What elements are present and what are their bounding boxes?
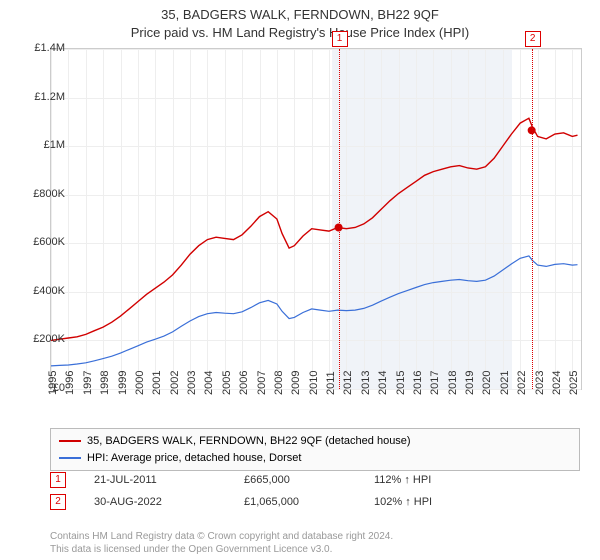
sale-price-1: £665,000 [244, 474, 374, 486]
chart-container: 35, BADGERS WALK, FERNDOWN, BH22 9QF Pri… [0, 0, 600, 560]
legend-label-1: 35, BADGERS WALK, FERNDOWN, BH22 9QF (de… [87, 433, 411, 450]
chart-svg [51, 49, 581, 389]
series-hpi-line [51, 256, 578, 366]
legend-row-1: 35, BADGERS WALK, FERNDOWN, BH22 9QF (de… [59, 433, 571, 450]
title-subtitle: Price paid vs. HM Land Registry's House … [0, 24, 600, 42]
legend-swatch-1 [59, 440, 81, 442]
sale-marker-2: 2 [50, 494, 66, 510]
sale-hpi-1: 112% ↑ HPI [374, 474, 494, 486]
series-property-line [51, 118, 578, 340]
footer: Contains HM Land Registry data © Crown c… [50, 530, 580, 556]
plot-area: 12 [50, 48, 582, 390]
sale-row-1: 1 21-JUL-2011 £665,000 112% ↑ HPI [50, 472, 580, 488]
chart-title: 35, BADGERS WALK, FERNDOWN, BH22 9QF Pri… [0, 0, 600, 42]
legend-swatch-2 [59, 457, 81, 459]
sale-row-2: 2 30-AUG-2022 £1,065,000 102% ↑ HPI [50, 494, 580, 510]
legend: 35, BADGERS WALK, FERNDOWN, BH22 9QF (de… [50, 428, 580, 471]
sale-hpi-2: 102% ↑ HPI [374, 496, 494, 508]
footer-line-2: This data is licensed under the Open Gov… [50, 543, 580, 556]
legend-row-2: HPI: Average price, detached house, Dors… [59, 450, 571, 467]
sale-price-2: £1,065,000 [244, 496, 374, 508]
sale-date-2: 30-AUG-2022 [94, 496, 244, 508]
footer-line-1: Contains HM Land Registry data © Crown c… [50, 530, 580, 543]
sale-marker-1: 1 [50, 472, 66, 488]
title-address: 35, BADGERS WALK, FERNDOWN, BH22 9QF [0, 6, 600, 24]
legend-label-2: HPI: Average price, detached house, Dors… [87, 450, 301, 467]
sale-date-1: 21-JUL-2011 [94, 474, 244, 486]
